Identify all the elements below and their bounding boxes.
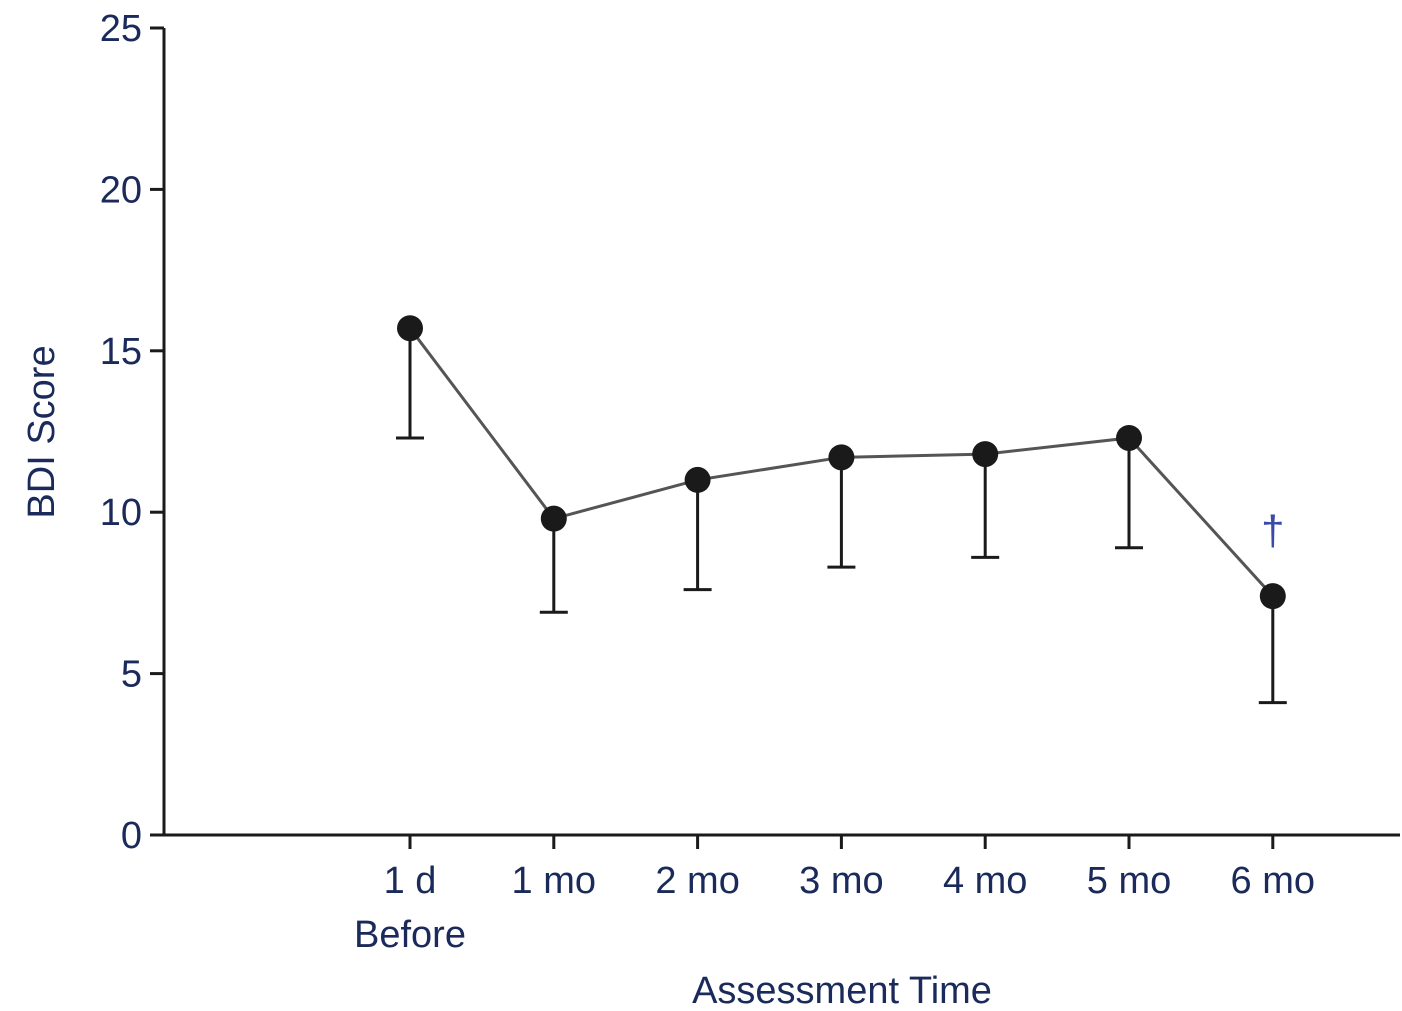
data-points	[397, 315, 1286, 610]
y-tick-label: 5	[121, 654, 142, 696]
tick-labels: 0 5 10 15 20 25 1 d Before 1 mo 2 mo 3 mo 4 mo 5 mo 6…	[100, 8, 1315, 956]
data-point	[684, 466, 711, 493]
x-tick-label: 5 mo	[1087, 860, 1171, 902]
y-tick-label: 20	[100, 169, 142, 211]
y-tick-label: 0	[121, 815, 142, 857]
data-point	[540, 505, 567, 532]
significance-marker: †	[1261, 507, 1284, 554]
data-point	[1259, 583, 1286, 610]
x-tick-label: 3 mo	[799, 860, 883, 902]
error-bars	[396, 328, 1287, 705]
data-point	[1116, 424, 1142, 451]
x-tick-label: 6 mo	[1231, 860, 1315, 902]
data-point	[397, 315, 423, 342]
x-tick-label: 1 mo	[512, 860, 596, 902]
annotations: †	[1261, 507, 1284, 554]
y-axis-title: BDI Score	[21, 345, 63, 518]
axes	[150, 26, 1400, 849]
x-tick-label: 4 mo	[943, 860, 1027, 902]
y-tick-label: 25	[100, 8, 142, 50]
data-point	[828, 444, 855, 471]
x-tick-label: 2 mo	[655, 860, 739, 902]
x-tick-label: 1 d Before	[354, 860, 466, 956]
y-tick-label: 10	[100, 492, 142, 534]
data-point	[972, 441, 999, 468]
x-axis-title: Assessment Time	[692, 970, 992, 1011]
y-tick-label: 15	[100, 331, 142, 373]
